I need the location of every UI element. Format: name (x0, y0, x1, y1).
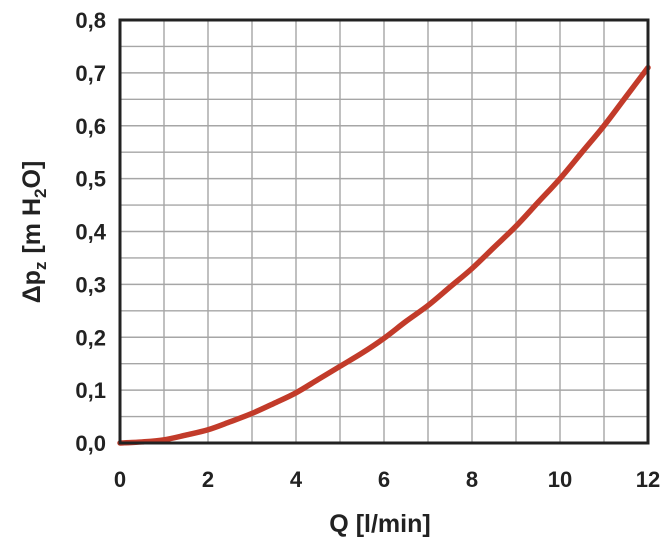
y-tick-label: 0,3 (75, 272, 106, 297)
x-tick-label: 8 (466, 467, 478, 492)
y-axis-title: Δpz [m H2O] (18, 161, 50, 304)
y-tick-label: 0,7 (75, 61, 106, 86)
y-tick-label: 0,1 (75, 378, 106, 403)
y-axis-title-unit-sub: 2 (31, 189, 50, 198)
x-tick-label: 6 (378, 467, 390, 492)
y-tick-label: 0,5 (75, 167, 106, 192)
y-tick-label: 0,8 (75, 8, 106, 33)
y-axis-title-unit-open: [m H (18, 198, 46, 254)
y-axis-title-var: p (18, 270, 46, 285)
x-tick-label: 10 (548, 467, 572, 492)
y-tick-label: 0,0 (75, 431, 106, 456)
y-axis-title-delta: Δ (18, 285, 46, 303)
x-tick-label: 12 (636, 467, 660, 492)
x-tick-label: 0 (114, 467, 126, 492)
y-tick-labels: 0,0 0,1 0,2 0,3 0,4 0,5 0,6 0,7 0,8 (75, 8, 106, 456)
x-axis-title: Q [l/min] (329, 510, 430, 538)
y-tick-label: 0,2 (75, 325, 106, 350)
y-axis-title-unit-close: O] (18, 161, 46, 189)
series-line (117, 64, 651, 446)
plot-frame (118, 18, 650, 445)
y-axis-title-var-sub: z (31, 262, 50, 271)
y-tick-label: 0,6 (75, 114, 106, 139)
x-tick-label: 2 (202, 467, 214, 492)
y-tick-label: 0,4 (75, 220, 106, 245)
grid (120, 20, 648, 443)
x-tick-label: 4 (290, 467, 303, 492)
series-layer (117, 64, 651, 446)
x-tick-labels: 0 2 4 6 8 10 12 (114, 467, 660, 492)
